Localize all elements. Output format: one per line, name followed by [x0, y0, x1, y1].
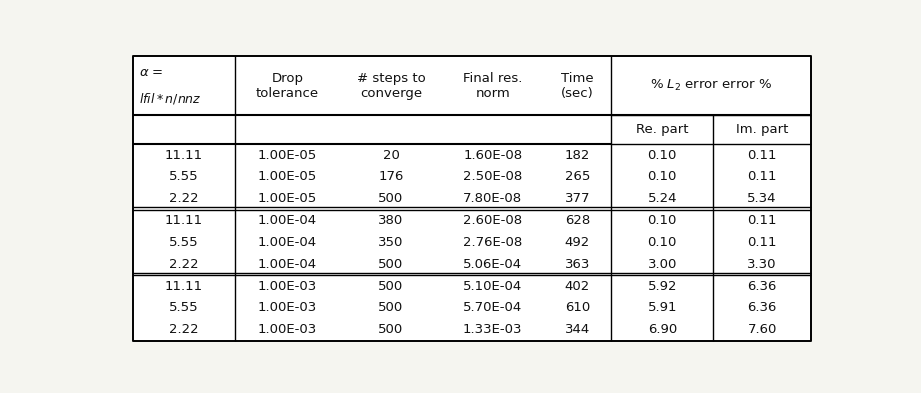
Text: 0.11: 0.11: [747, 214, 776, 227]
Text: 0.10: 0.10: [647, 214, 677, 227]
Text: 5.55: 5.55: [169, 236, 199, 249]
Text: 2.60E-08: 2.60E-08: [463, 214, 522, 227]
Text: 11.11: 11.11: [165, 149, 203, 162]
Text: 0.11: 0.11: [747, 149, 776, 162]
Text: 11.11: 11.11: [165, 214, 203, 227]
Text: 265: 265: [565, 171, 590, 184]
Text: 5.34: 5.34: [747, 192, 776, 205]
Text: 3.30: 3.30: [747, 258, 776, 271]
Text: 7.80E-08: 7.80E-08: [463, 192, 522, 205]
Text: 5.70E-04: 5.70E-04: [463, 301, 522, 314]
Text: 1.60E-08: 1.60E-08: [463, 149, 522, 162]
Text: $\alpha$ =: $\alpha$ =: [139, 66, 163, 79]
Text: 2.50E-08: 2.50E-08: [463, 171, 522, 184]
Text: 0.10: 0.10: [647, 149, 677, 162]
Text: 380: 380: [379, 214, 403, 227]
Text: 5.55: 5.55: [169, 301, 199, 314]
Text: # steps to
converge: # steps to converge: [356, 72, 426, 99]
Text: 2.22: 2.22: [169, 258, 199, 271]
Text: 344: 344: [565, 323, 590, 336]
Text: % $L_2$ error error %: % $L_2$ error error %: [650, 78, 773, 93]
Text: 7.60: 7.60: [748, 323, 776, 336]
Text: 1.00E-03: 1.00E-03: [258, 279, 317, 293]
Text: 1.00E-05: 1.00E-05: [258, 149, 317, 162]
Text: 377: 377: [565, 192, 590, 205]
Text: 5.06E-04: 5.06E-04: [463, 258, 522, 271]
Text: 2.76E-08: 2.76E-08: [463, 236, 522, 249]
Text: 0.10: 0.10: [647, 236, 677, 249]
Text: 1.00E-04: 1.00E-04: [258, 258, 317, 271]
Text: 176: 176: [379, 171, 403, 184]
Text: 500: 500: [379, 258, 403, 271]
Text: 6.36: 6.36: [748, 279, 776, 293]
Text: 628: 628: [565, 214, 590, 227]
Text: 1.33E-03: 1.33E-03: [463, 323, 522, 336]
Text: 1.00E-03: 1.00E-03: [258, 323, 317, 336]
Text: 1.00E-04: 1.00E-04: [258, 214, 317, 227]
Text: 350: 350: [379, 236, 403, 249]
Text: Drop
tolerance: Drop tolerance: [256, 72, 319, 99]
Text: 5.91: 5.91: [647, 301, 677, 314]
Text: 0.11: 0.11: [747, 236, 776, 249]
Text: $lfil * n/nnz$: $lfil * n/nnz$: [139, 91, 202, 106]
Text: 20: 20: [382, 149, 400, 162]
Text: Im. part: Im. part: [736, 123, 788, 136]
Text: 1.00E-05: 1.00E-05: [258, 192, 317, 205]
Text: 2.22: 2.22: [169, 323, 199, 336]
Text: Re. part: Re. part: [636, 123, 689, 136]
Text: 402: 402: [565, 279, 590, 293]
Text: 2.22: 2.22: [169, 192, 199, 205]
Text: 6.90: 6.90: [647, 323, 677, 336]
Text: 500: 500: [379, 323, 403, 336]
Text: 492: 492: [565, 236, 590, 249]
Text: 6.36: 6.36: [748, 301, 776, 314]
Text: Time
(sec): Time (sec): [561, 72, 594, 99]
Text: Final res.
norm: Final res. norm: [463, 72, 522, 99]
Text: 0.10: 0.10: [647, 171, 677, 184]
Text: 5.10E-04: 5.10E-04: [463, 279, 522, 293]
Text: 5.92: 5.92: [647, 279, 677, 293]
Text: 0.11: 0.11: [747, 171, 776, 184]
Text: 11.11: 11.11: [165, 279, 203, 293]
Text: 500: 500: [379, 301, 403, 314]
Text: 1.00E-03: 1.00E-03: [258, 301, 317, 314]
Text: 500: 500: [379, 192, 403, 205]
Text: 5.55: 5.55: [169, 171, 199, 184]
Text: 1.00E-04: 1.00E-04: [258, 236, 317, 249]
Text: 3.00: 3.00: [647, 258, 677, 271]
Text: 610: 610: [565, 301, 590, 314]
Text: 1.00E-05: 1.00E-05: [258, 171, 317, 184]
Text: 363: 363: [565, 258, 590, 271]
Text: 5.24: 5.24: [647, 192, 677, 205]
Text: 500: 500: [379, 279, 403, 293]
Text: 182: 182: [565, 149, 590, 162]
